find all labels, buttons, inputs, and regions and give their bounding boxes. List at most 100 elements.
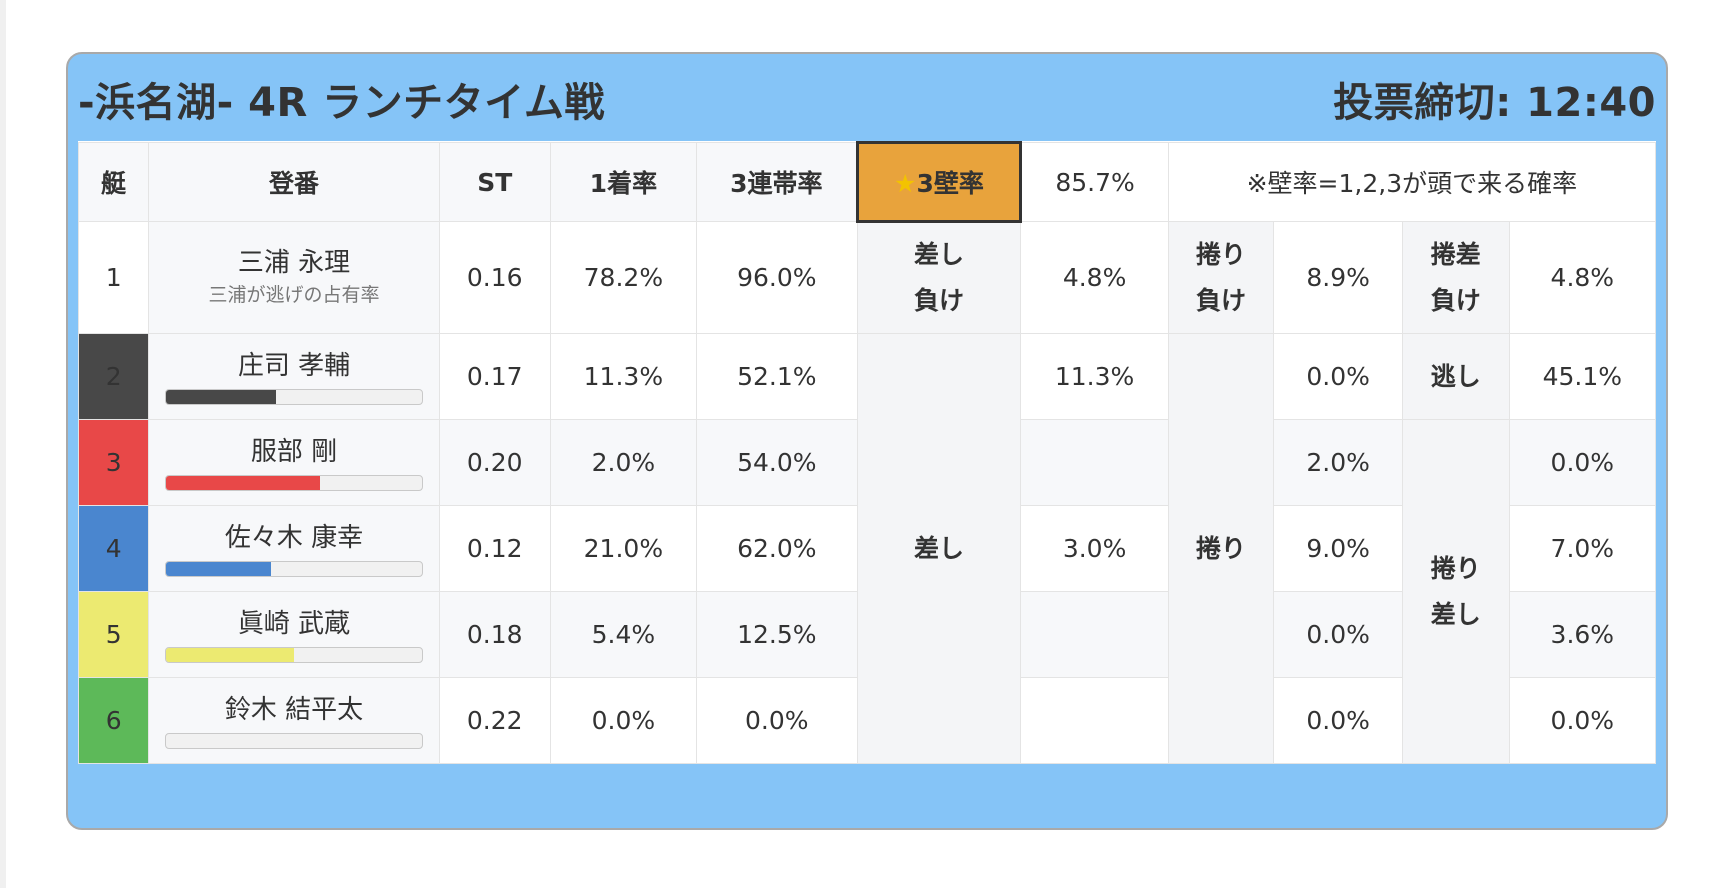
- share-bar: [165, 560, 424, 577]
- st-value: 0.18: [438, 591, 551, 678]
- sashi-value: 11.3%: [1020, 333, 1169, 420]
- wall-rate-note: ※壁率=1,2,3が頭で来る確率: [1167, 142, 1657, 222]
- table-row: 2 庄司 孝輔 0.17 11.3% 52.1% 差し 11.3% 捲り 0.0…: [77, 333, 1657, 764]
- racer-cell: 服部 剛: [148, 419, 440, 506]
- table-row: 1 三浦 永理 三浦が逃げの占有率 0.16 78.2% 96.0% 差し 負け …: [77, 221, 1657, 334]
- sashi-value: [1020, 419, 1169, 506]
- trio-rate-value: 12.5%: [696, 591, 858, 678]
- label-line: 差し: [1430, 599, 1481, 629]
- race-card: -浜名湖- 4R ランチタイム戦 投票締切: 12:40 艇 登番 ST 1着率…: [66, 52, 1668, 830]
- col-boat-header: 艇: [77, 142, 150, 222]
- sashi-value: [1020, 591, 1169, 678]
- makuri-value: 0.0%: [1273, 333, 1403, 420]
- sashi-value: [1020, 677, 1169, 764]
- makuri-value: 9.0%: [1273, 505, 1403, 592]
- trio-rate-value: 96.0%: [696, 221, 858, 334]
- boat-number: 5: [77, 591, 150, 678]
- makuri-make-value: 8.9%: [1273, 221, 1403, 334]
- trio-rate-value: 0.0%: [696, 677, 858, 764]
- makuri-value: 2.0%: [1273, 419, 1403, 506]
- first-rate-value: 21.0%: [549, 505, 698, 592]
- label-line: 負け: [1196, 285, 1247, 315]
- racer-cell: 眞崎 武蔵: [148, 591, 440, 678]
- trio-rate-value: 52.1%: [696, 333, 858, 420]
- racer-cell: 鈴木 結平太: [148, 677, 440, 764]
- race-title: -浜名湖- 4R ランチタイム戦: [78, 80, 605, 126]
- nige-label: 逃し: [1401, 333, 1510, 420]
- racer-name: 佐々木 康幸: [224, 522, 364, 553]
- vote-deadline: 投票締切: 12:40: [1333, 80, 1656, 126]
- label-line: 捲差: [1430, 239, 1481, 269]
- st-value: 0.12: [438, 505, 551, 592]
- makuri-sashi-value: 0.0%: [1508, 419, 1657, 506]
- racer-name: 服部 剛: [250, 436, 338, 467]
- st-value: 0.22: [438, 677, 551, 764]
- boat-number: 1: [77, 221, 150, 334]
- racer-cell: 三浦 永理 三浦が逃げの占有率: [148, 221, 440, 334]
- makuri-value: 0.0%: [1273, 591, 1403, 678]
- label-line: 負け: [913, 286, 964, 315]
- trio-rate-value: 62.0%: [696, 505, 858, 592]
- first-rate-value: 5.4%: [549, 591, 698, 678]
- makuri-value: 0.0%: [1273, 677, 1403, 764]
- racer-name: 眞崎 武蔵: [237, 608, 351, 639]
- page-left-edge: [0, 0, 6, 888]
- makuri-sashi-make-value: 4.8%: [1508, 221, 1657, 334]
- star-icon: ★: [894, 169, 917, 198]
- racer-name: 鈴木 結平太: [224, 694, 364, 725]
- wall-rate-label: 3壁率: [916, 169, 984, 198]
- first-rate-value: 2.0%: [549, 419, 698, 506]
- col-register-header: 登番: [148, 142, 440, 222]
- first-rate-value: 0.0%: [549, 677, 698, 764]
- table-row: 6 鈴木 結平太 0.22 0.0% 0.0% 0.0% 0.0%: [77, 677, 1657, 764]
- makuri-sashi-value: 7.0%: [1508, 505, 1657, 592]
- share-bar: [165, 474, 424, 491]
- sashi-make-label: 差し 負け: [856, 221, 1022, 334]
- makuri-sashi-value: 0.0%: [1508, 677, 1657, 764]
- boat-number: 3: [77, 419, 150, 506]
- share-bar-fill: [166, 561, 271, 576]
- share-bar-fill: [166, 647, 295, 662]
- st-value: 0.20: [438, 419, 551, 506]
- col-first-rate-header: 1着率: [549, 142, 698, 222]
- makuri-make-label: 捲り 負け: [1167, 221, 1275, 334]
- makuri-sashi-make-label: 捲差 負け: [1401, 221, 1510, 334]
- label-line: 捲り: [1196, 239, 1247, 269]
- makuri-sashi-label: 捲り 差し: [1401, 419, 1510, 764]
- sashi-label: 差し: [856, 333, 1022, 764]
- boat-number: 4: [77, 505, 150, 592]
- share-bar-fill: [166, 389, 277, 404]
- trio-rate-value: 54.0%: [696, 419, 858, 506]
- sashi-make-value: 4.8%: [1020, 221, 1169, 334]
- racer-name: 三浦 永理: [237, 247, 351, 278]
- nige-value: 45.1%: [1508, 333, 1657, 420]
- boat-number: 2: [77, 333, 150, 420]
- label-line: 差し: [913, 240, 964, 269]
- share-bar: [165, 388, 424, 405]
- table-row: 5 眞崎 武蔵 0.18 5.4% 12.5% 0.0% 3.6%: [77, 591, 1657, 678]
- makuri-sashi-value: 3.6%: [1508, 591, 1657, 678]
- share-bar: [165, 732, 424, 749]
- label-line: 捲り: [1430, 553, 1481, 583]
- escape-share-label: 三浦が逃げの占有率: [208, 283, 380, 306]
- racer-cell: 庄司 孝輔: [148, 333, 440, 420]
- st-value: 0.16: [438, 221, 551, 334]
- st-value: 0.17: [438, 333, 551, 420]
- table-header-row: 艇 登番 ST 1着率 3連帯率 ★3壁率 85.7% ※壁率=1,2,3が頭で…: [77, 141, 1657, 223]
- col-trio-rate-header: 3連帯率: [696, 142, 858, 222]
- racer-cell: 佐々木 康幸: [148, 505, 440, 592]
- first-rate-value: 78.2%: [549, 221, 698, 334]
- race-header: -浜名湖- 4R ランチタイム戦 投票締切: 12:40: [78, 68, 1656, 130]
- first-rate-value: 11.3%: [549, 333, 698, 420]
- wall-rate-button[interactable]: ★3壁率: [855, 141, 1023, 223]
- sashi-value: 3.0%: [1020, 505, 1169, 592]
- makuri-label: 捲り: [1167, 333, 1275, 764]
- race-table: 艇 登番 ST 1着率 3連帯率 ★3壁率 85.7% ※壁率=1,2,3が頭で…: [77, 141, 1657, 764]
- share-bar-fill: [166, 475, 320, 490]
- table-row: 3 服部 剛 0.20 2.0% 54.0% 2.0% 捲り差し 0.0%: [77, 419, 1657, 764]
- racer-name: 庄司 孝輔: [237, 350, 351, 381]
- col-st-header: ST: [438, 142, 551, 222]
- label-line: 負け: [1430, 285, 1481, 315]
- boat-number: 6: [77, 677, 150, 764]
- table-row: 4 佐々木 康幸 0.12 21.0% 62.0% 3.0% 9.0% 7.0%: [77, 505, 1657, 592]
